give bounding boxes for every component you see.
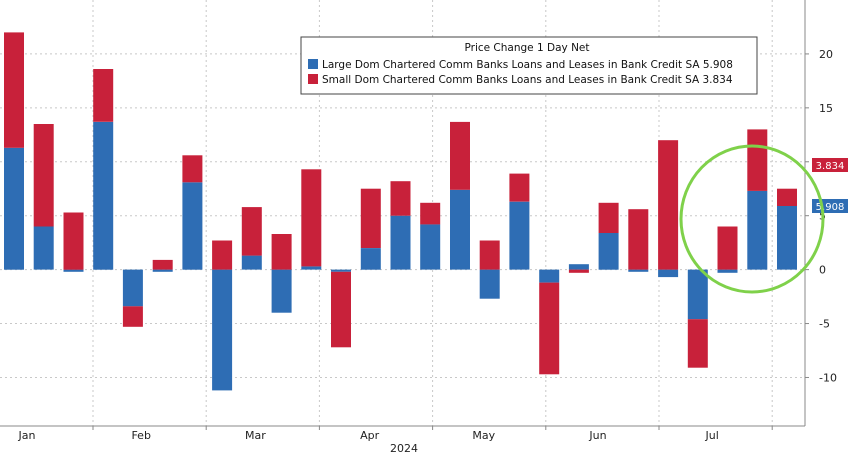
bar-large [479, 269, 500, 299]
bar-large [33, 226, 54, 270]
bar-small [420, 202, 441, 225]
bar-large [568, 264, 589, 270]
bar-small [568, 269, 589, 273]
highlight-circle [679, 144, 825, 294]
bar-large [628, 269, 649, 272]
last-value-tag-small-text: 3.834 [816, 161, 845, 172]
bar-large [93, 121, 114, 270]
bar-large [241, 255, 262, 270]
y-tick-label: 20 [819, 48, 833, 61]
bar-small [4, 32, 24, 148]
bar-small [241, 207, 262, 256]
bar-large [687, 269, 708, 320]
bar-large [777, 206, 797, 270]
legend-box [300, 36, 758, 95]
legend-swatch-small [308, 74, 318, 84]
bar-large [658, 269, 679, 278]
bar-small [212, 240, 233, 270]
y-tick-label: 0 [819, 264, 826, 277]
bar-large [63, 269, 84, 272]
bar-large [717, 269, 738, 273]
legend-swatch-large [308, 59, 318, 69]
bar-small [390, 181, 411, 216]
y-tick-label: -10 [819, 371, 837, 384]
bar-small [450, 121, 470, 190]
bar-large [4, 147, 24, 270]
bar-small [598, 202, 619, 233]
last-value-tag-small: 3.834 [812, 158, 848, 172]
bar-large [598, 233, 619, 270]
bar-small [479, 240, 500, 270]
bar-small [152, 259, 173, 270]
bar-large [331, 269, 351, 272]
bar-small [777, 188, 797, 206]
bar-large [747, 190, 768, 270]
chart-title: Price Change 1 Day Net [464, 42, 589, 54]
bar-small [717, 226, 738, 270]
bar-small [271, 234, 292, 270]
bar-small [33, 124, 54, 227]
bar-small [301, 169, 322, 267]
bar-small [182, 155, 203, 183]
x-year-label: 2024 [390, 442, 418, 455]
bar-large [420, 224, 441, 270]
bar-large [122, 269, 143, 307]
bar-large [539, 269, 560, 283]
bar-large [509, 201, 530, 270]
bar-small [360, 188, 381, 248]
x-tick-label: Jun [588, 429, 606, 442]
legend-entry-small: Small Dom Chartered Comm Banks Loans and… [322, 74, 733, 86]
x-tick-label: Feb [131, 429, 150, 442]
bar-large [360, 248, 381, 270]
last-value-tag-large-text: 5.908 [816, 202, 845, 213]
bar-large [390, 215, 411, 270]
bar-small [93, 69, 114, 122]
bar-small [628, 209, 649, 270]
x-axis: Jan Feb Mar Apr May Jun Jul [0, 425, 805, 442]
bar-small [331, 271, 351, 348]
legend-entry-large: Large Dom Chartered Comm Banks Loans and… [322, 59, 733, 71]
x-tick-label: Mar [245, 429, 266, 442]
bar-small [509, 173, 530, 202]
x-tick-label: Apr [360, 429, 380, 442]
x-tick-label: May [472, 429, 495, 442]
bar-large [152, 269, 173, 272]
bar-small [687, 319, 708, 368]
bar-large [271, 269, 292, 313]
bar-small [658, 140, 679, 270]
bar-small [747, 129, 768, 191]
legend: Price Change 1 Day Net Large Dom Charter… [300, 36, 758, 95]
y-tick-label: -5 [819, 318, 830, 331]
bar-large [450, 189, 470, 270]
last-value-tag-small-bg [812, 158, 848, 172]
bars [4, 32, 797, 391]
last-value-tag-large: 5.908 [812, 199, 848, 213]
bar-small [122, 306, 143, 327]
bar-large [301, 266, 322, 270]
x-tick-label: Jul [705, 429, 719, 442]
bar-small [539, 282, 560, 375]
y-tick-label: 15 [819, 102, 833, 115]
x-tick-label: Jan [18, 429, 36, 442]
bar-small [63, 212, 84, 270]
bar-large [212, 269, 233, 391]
bar-large [182, 182, 203, 270]
